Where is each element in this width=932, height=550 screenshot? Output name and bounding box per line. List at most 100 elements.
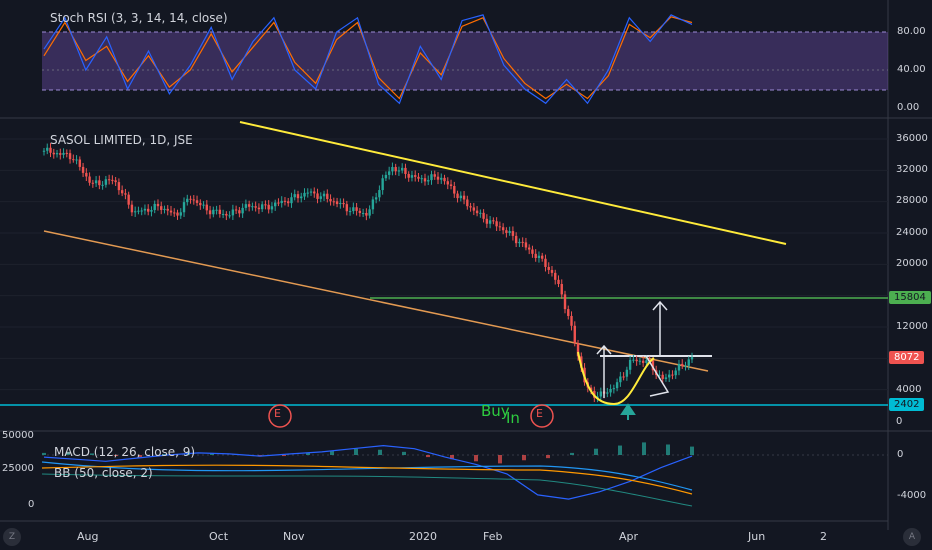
candle-body <box>309 191 313 193</box>
candle-body <box>283 200 287 202</box>
candle-body <box>472 207 476 211</box>
macd-histogram-bar <box>426 455 430 458</box>
stoch-axis-label: 0.00 <box>897 102 920 113</box>
macd-histogram-bar <box>66 451 70 455</box>
macd-histogram-bar <box>210 452 214 455</box>
candle-body <box>111 179 114 181</box>
macd-histogram-bar <box>90 453 94 455</box>
macd-histogram-bar <box>522 455 526 461</box>
candle-body <box>264 204 267 206</box>
zoom-button[interactable]: Z <box>3 528 21 546</box>
candle-body <box>368 209 371 216</box>
candle-body <box>681 363 684 367</box>
time-axis-label: Aug <box>77 530 99 543</box>
candle-body <box>664 377 668 379</box>
candle-body <box>609 389 612 393</box>
candle-body <box>59 153 62 155</box>
bollinger-bands <box>41 461 693 507</box>
macd-histogram-bar <box>282 455 286 457</box>
candle-body <box>313 191 316 194</box>
candle-body <box>563 294 567 310</box>
candle-body <box>469 206 472 208</box>
candle-body <box>576 343 580 357</box>
candle-body <box>658 374 661 376</box>
candle-body <box>482 212 485 219</box>
auto-scale-button[interactable]: A <box>903 528 921 546</box>
candle-body <box>127 194 130 205</box>
candle-body <box>612 388 616 390</box>
candle-body <box>316 193 319 199</box>
candle-body <box>215 209 218 211</box>
bb-label: BB (50, close, 2) <box>54 466 153 480</box>
candle-body <box>322 193 326 197</box>
price-grid <box>0 138 888 391</box>
candle-body <box>137 210 140 212</box>
candle-body <box>101 184 104 186</box>
candle-body <box>355 207 358 211</box>
candle-body <box>143 208 147 211</box>
candle-body <box>153 203 156 211</box>
macd-histogram-bar <box>642 442 646 455</box>
candle-body <box>241 207 244 214</box>
candle-body <box>638 360 642 362</box>
macd-histogram-bar <box>690 446 694 455</box>
candle-body <box>547 266 550 270</box>
macd-histogram-bar <box>450 455 454 460</box>
candle-body <box>668 374 671 378</box>
candle-body <box>156 203 160 207</box>
candle-body <box>560 283 563 295</box>
candle-body <box>75 159 78 161</box>
candle-body <box>466 199 469 207</box>
candle-body <box>150 210 153 212</box>
macd-histogram-bar <box>618 445 622 455</box>
candle-body <box>485 218 489 224</box>
candle-body <box>427 180 430 182</box>
candle-body <box>166 208 169 211</box>
candle-body <box>531 249 534 254</box>
candle-body <box>381 178 384 191</box>
candle-body <box>554 272 557 280</box>
candle-body <box>212 209 215 215</box>
candle-body <box>430 174 433 181</box>
yellow-downtrend-line[interactable] <box>239 121 787 245</box>
candle-body <box>378 190 381 198</box>
candle-body <box>332 201 336 203</box>
cup-curve[interactable] <box>577 351 655 406</box>
candle-body <box>319 196 322 199</box>
target-arrow <box>652 300 668 356</box>
handle-arrow <box>645 355 670 397</box>
bb-axis-label: 0 <box>28 499 35 510</box>
macd-histogram-bar <box>306 452 310 455</box>
candle-body <box>98 180 101 186</box>
resistance-price-tag[interactable]: 15804 <box>889 291 931 304</box>
candle-body <box>329 198 332 202</box>
current-price-tag[interactable]: 8072 <box>889 351 925 364</box>
candle-body <box>120 190 124 194</box>
candle-body <box>394 167 397 172</box>
stoch-k-line <box>43 14 693 105</box>
time-axis-label: 2 <box>820 530 827 543</box>
candle-body <box>651 360 655 371</box>
candle-body <box>417 176 420 179</box>
candle-body <box>49 147 52 153</box>
candle-body <box>387 171 391 175</box>
candle-body <box>88 176 91 183</box>
candle-body <box>114 180 117 183</box>
macd-histogram-bar <box>354 448 358 455</box>
earnings-marker-1[interactable] <box>268 404 292 428</box>
earnings-marker-2[interactable] <box>530 404 554 428</box>
candle-body <box>91 182 95 184</box>
candle-body <box>573 325 576 344</box>
candle-body <box>218 209 222 215</box>
candle-body <box>462 195 466 200</box>
cup-depth-arrow <box>596 344 612 398</box>
projection-arrows[interactable] <box>596 300 670 398</box>
candle-body <box>446 181 449 185</box>
candle-body <box>273 202 277 207</box>
support-price-tag[interactable]: 2402 <box>889 398 925 411</box>
candle-body <box>358 210 362 213</box>
candle-body <box>453 185 456 194</box>
candle-body <box>133 211 137 213</box>
orange-trend-line[interactable] <box>43 230 709 372</box>
